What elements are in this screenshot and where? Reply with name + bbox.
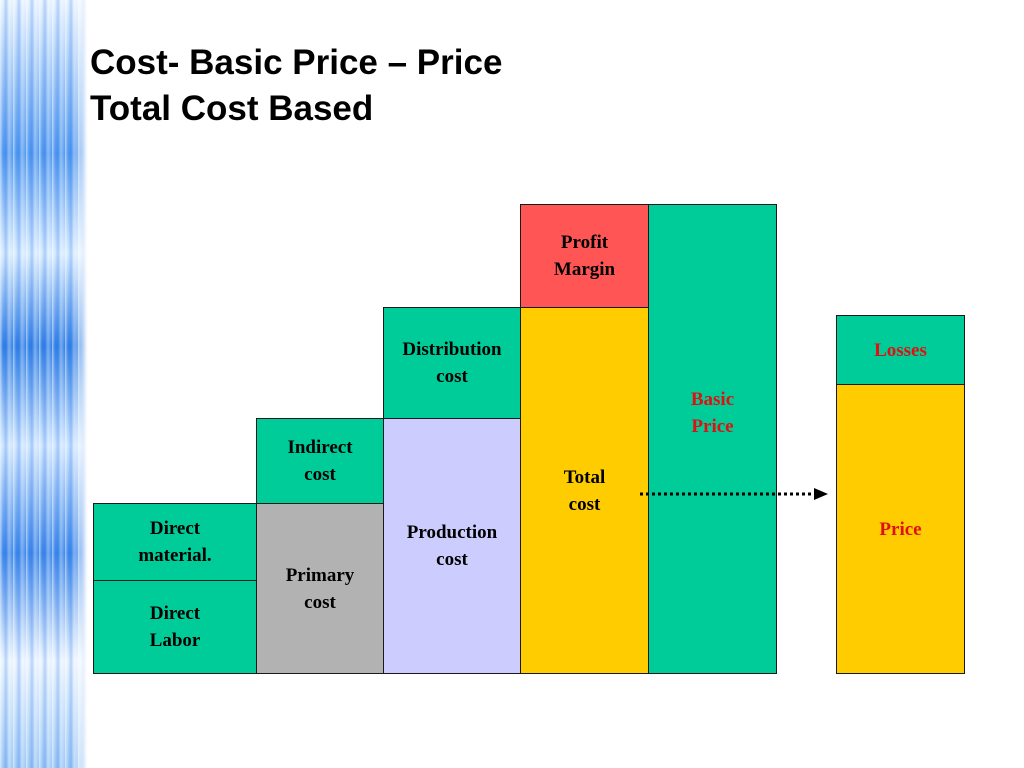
direct-material-box: Direct material. bbox=[93, 503, 257, 581]
title-line-2: Total Cost Based bbox=[90, 89, 374, 128]
slide-title: Cost- Basic Price – Price Total Cost Bas… bbox=[90, 40, 502, 132]
primary-cost-box: Primary cost bbox=[256, 503, 384, 674]
decorative-side-strip bbox=[0, 0, 88, 768]
basic-price-box: Basic Price bbox=[648, 204, 777, 674]
production-cost-box: Production cost bbox=[383, 418, 521, 674]
price-box: Price bbox=[836, 384, 965, 674]
arrow-head-icon bbox=[814, 488, 828, 500]
indirect-cost-box: Indirect cost bbox=[256, 418, 384, 504]
losses-box: Losses bbox=[836, 315, 965, 385]
total-cost-box: Total cost bbox=[520, 307, 649, 674]
title-line-1: Cost- Basic Price – Price bbox=[90, 43, 503, 82]
